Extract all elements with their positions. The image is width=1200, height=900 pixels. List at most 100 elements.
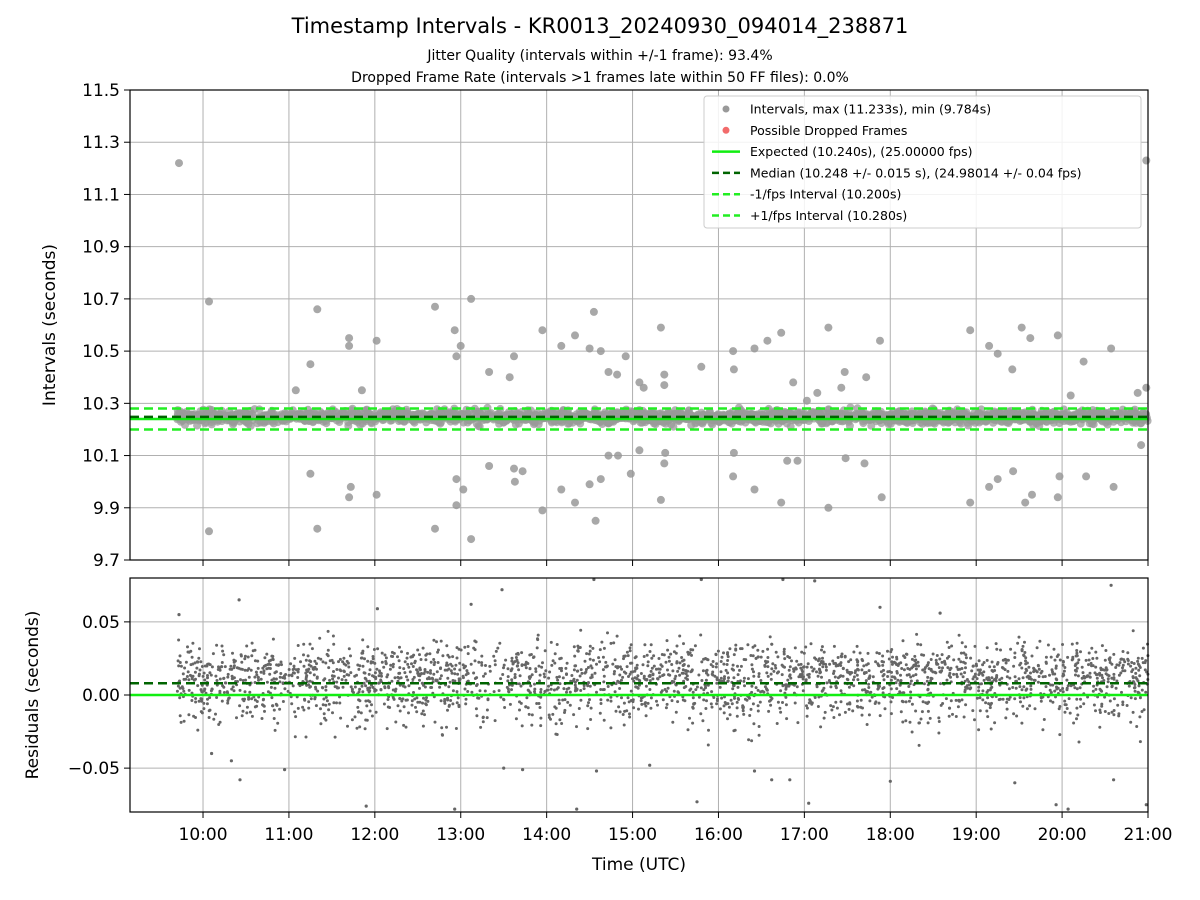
residual-point — [302, 642, 306, 646]
residual-point — [856, 678, 860, 682]
residual-point — [201, 674, 205, 678]
residual-point — [430, 676, 434, 680]
residual-point — [776, 655, 780, 659]
residual-point — [597, 656, 601, 660]
residual-point — [995, 674, 999, 677]
residual-point — [222, 677, 226, 680]
residual-point — [272, 717, 276, 720]
residual-point — [530, 723, 534, 727]
residual-point — [222, 653, 226, 657]
residual-point — [699, 686, 703, 690]
residual-point — [546, 688, 550, 692]
residual-point — [532, 655, 536, 659]
residual-point — [206, 697, 209, 701]
residual-point — [359, 711, 363, 715]
residual-point — [206, 676, 209, 680]
residual-point — [1121, 703, 1125, 707]
residual-point — [403, 660, 407, 664]
residual-point — [366, 699, 370, 703]
interval-point — [306, 469, 315, 478]
residual-point — [822, 686, 826, 690]
residual-point — [199, 697, 203, 701]
interval-point — [291, 386, 300, 395]
residual-point — [541, 661, 544, 665]
interval-point — [357, 386, 366, 395]
residual-point — [847, 685, 851, 689]
residual-point — [350, 718, 354, 722]
residual-point — [556, 686, 560, 690]
residual-point — [582, 687, 586, 691]
residual-point — [697, 695, 701, 699]
residual-point — [203, 678, 207, 682]
interval-point — [1018, 409, 1027, 417]
residual-point — [383, 653, 387, 657]
residual-point — [641, 663, 645, 667]
interval-point — [656, 323, 665, 332]
residual-point — [792, 669, 796, 673]
residual-point — [643, 643, 647, 647]
residual-point — [392, 697, 396, 701]
residual-point — [629, 670, 633, 674]
residual-point — [665, 689, 669, 693]
residual-point — [321, 703, 325, 707]
residual-point — [738, 668, 741, 672]
interval-point — [824, 503, 833, 512]
residual-point — [1027, 665, 1031, 669]
residual-point — [784, 685, 788, 689]
residual-point — [614, 682, 618, 686]
residual-point — [324, 703, 328, 707]
residual-point — [250, 641, 254, 645]
residual-point — [768, 635, 772, 639]
residual-point — [825, 681, 829, 685]
interval-point — [626, 469, 635, 478]
residual-point — [376, 647, 380, 651]
residual-point — [1100, 704, 1104, 708]
residual-point — [691, 648, 695, 652]
residual-point — [707, 728, 710, 732]
residual-point — [1006, 669, 1010, 673]
residual-point — [1075, 666, 1079, 670]
residual-point — [589, 676, 593, 680]
residual-point — [633, 676, 637, 680]
residual-point — [517, 668, 521, 672]
residual-point — [1133, 683, 1137, 686]
residual-point — [866, 662, 870, 666]
residual-point — [1048, 673, 1051, 677]
residual-point — [493, 659, 497, 663]
residual-point — [816, 674, 820, 678]
residual-point — [670, 663, 674, 666]
residual-point — [874, 660, 878, 664]
residual-point — [438, 677, 442, 681]
residual-point — [947, 674, 951, 677]
legend-marker-intervals — [722, 105, 730, 113]
residual-point — [324, 695, 328, 699]
residual-point — [337, 660, 340, 664]
residual-point — [750, 690, 754, 694]
residual-point — [530, 673, 534, 677]
residual-point — [1142, 708, 1146, 712]
residual-point — [622, 723, 626, 727]
residual-point — [483, 689, 487, 693]
residual-point — [648, 679, 652, 683]
residual-point — [984, 701, 988, 705]
residual-point — [609, 695, 613, 699]
residual-point — [766, 647, 770, 651]
interval-point — [614, 451, 622, 460]
residual-point — [730, 702, 734, 706]
residual-point — [974, 662, 978, 666]
interval-point — [591, 516, 600, 525]
residual-point — [927, 667, 931, 671]
interval-point — [450, 326, 459, 335]
residual-point — [832, 716, 836, 719]
residual-point — [710, 672, 714, 676]
residual-point — [595, 662, 598, 666]
residual-point — [175, 689, 179, 693]
residual-point — [650, 656, 654, 660]
residual-point — [1137, 668, 1141, 672]
residual-point — [910, 657, 914, 661]
residual-point — [604, 660, 608, 664]
residual-point — [534, 667, 538, 671]
residual-point — [332, 701, 336, 705]
y-tick-label: 11.1 — [82, 185, 120, 205]
residual-point — [763, 685, 767, 689]
